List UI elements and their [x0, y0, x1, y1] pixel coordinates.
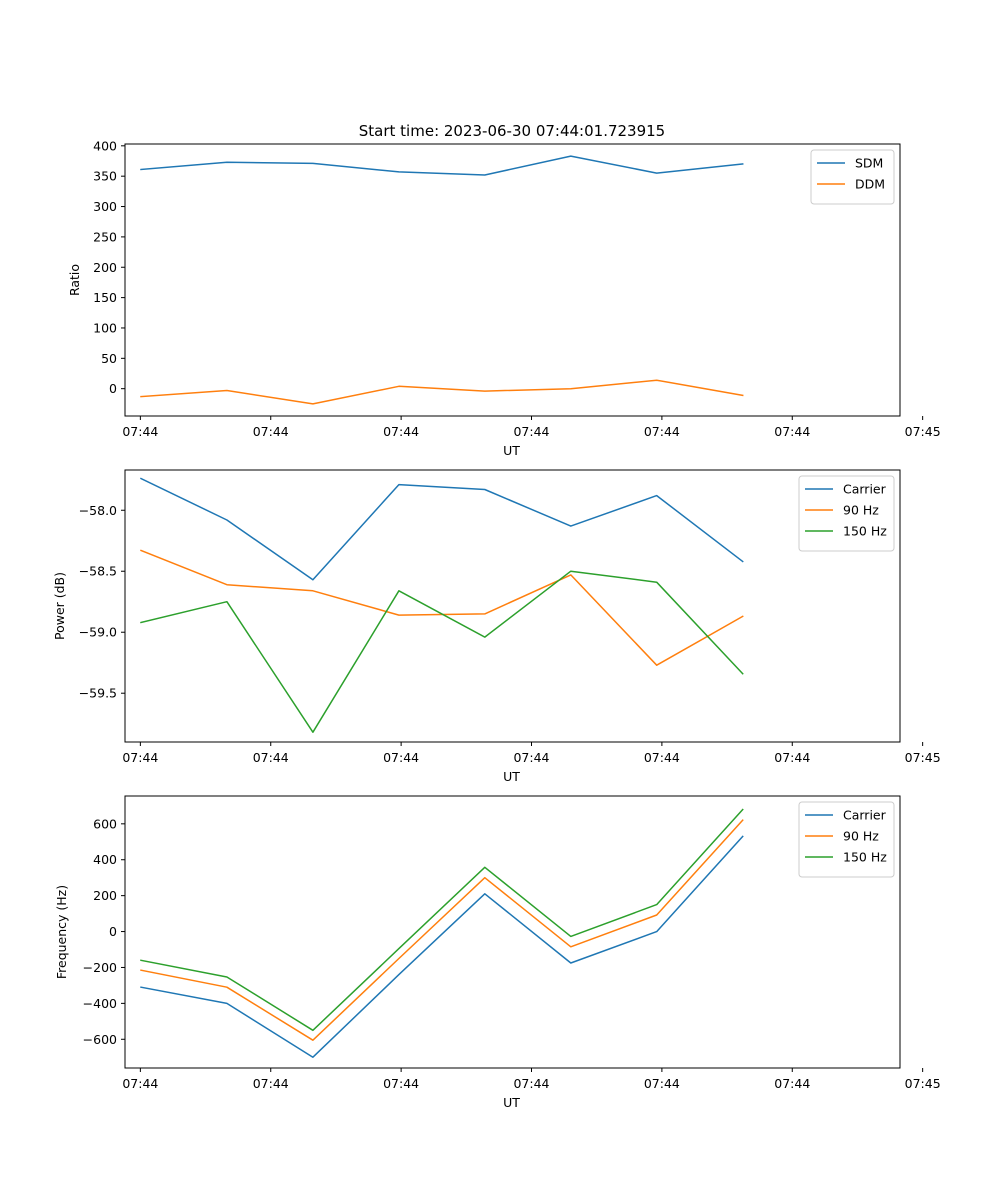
legend-label: 150 Hz	[843, 850, 887, 865]
y-tick-label: 50	[101, 351, 117, 366]
legend-box	[798, 801, 895, 878]
y-tick-label: −400	[83, 996, 117, 1011]
series-line-150-hz	[140, 808, 744, 1032]
legend: Carrier 90 Hz 150 Hz	[798, 801, 895, 878]
legend: SDM DDM	[810, 149, 895, 205]
series-line-90-hz	[140, 819, 744, 1041]
x-tick-label: 07:45	[905, 1076, 941, 1091]
y-tick-label: 300	[93, 199, 117, 214]
x-tick-label: 07:44	[383, 1076, 419, 1091]
x-tick-label: 07:44	[122, 424, 158, 439]
x-tick-label: 07:44	[774, 1076, 810, 1091]
y-tick-label: −59.5	[79, 686, 117, 701]
y-tick-label: 400	[93, 138, 117, 153]
series-line-150-hz	[140, 570, 744, 733]
x-tick-label: 07:44	[774, 750, 810, 765]
legend-label: 150 Hz	[843, 524, 887, 539]
chart-panel-3: 07:44 07:44 07:44 07:44 07:44 07:44 07:45 −600 −…	[54, 795, 941, 1110]
y-tick-label: 250	[93, 229, 117, 244]
legend-label: Carrier	[843, 808, 887, 823]
x-tick-label: 07:44	[122, 1076, 158, 1091]
y-tick-label: −58.5	[79, 564, 117, 579]
y-tick-label: −200	[83, 960, 117, 975]
x-tick-label: 07:44	[513, 1076, 549, 1091]
series-line-carrier	[139, 477, 744, 581]
x-axis-label: UT	[503, 769, 520, 784]
y-tick-label: 0	[109, 924, 117, 939]
x-tick-label: 07:44	[513, 424, 549, 439]
chart-panel-1: 07:44 07:44 07:44 07:44 07:44 07:44 07:45 0 50 10…	[67, 138, 941, 458]
legend-label: Carrier	[843, 482, 887, 497]
y-tick-label: 0	[109, 381, 117, 396]
y-tick-label: 350	[93, 169, 117, 184]
legend-label: 90 Hz	[843, 829, 879, 844]
y-axis-label: Power (dB)	[52, 572, 67, 640]
x-tick-label: 07:44	[383, 424, 419, 439]
legend-box	[798, 475, 895, 552]
x-tick-label: 07:44	[253, 424, 289, 439]
x-tick-label: 07:44	[122, 750, 158, 765]
legend-label: 90 Hz	[843, 503, 879, 518]
y-axis-label: Frequency (Hz)	[54, 885, 69, 979]
x-tick-label: 07:44	[644, 1076, 680, 1091]
x-tick-label: 07:45	[905, 750, 941, 765]
axes-frame	[124, 469, 901, 743]
y-tick-label: 200	[93, 888, 117, 903]
x-tick-label: 07:44	[644, 750, 680, 765]
series-line-sdm	[140, 155, 744, 176]
x-tick-label: 07:44	[513, 750, 549, 765]
legend: Carrier 90 Hz 150 Hz	[798, 475, 895, 552]
y-tick-label: 600	[93, 816, 117, 831]
y-tick-label: 200	[93, 260, 117, 275]
y-tick-label: −59.0	[79, 625, 117, 640]
series-line-carrier	[140, 835, 744, 1058]
x-axis-label: UT	[503, 443, 520, 458]
legend-label: DDM	[855, 177, 885, 192]
x-axis-label: UT	[503, 1095, 520, 1110]
y-tick-label: 100	[93, 320, 117, 335]
x-tick-label: 07:45	[905, 424, 941, 439]
chart-title: Start time: 2023-06-30 07:44:01.723915	[359, 122, 665, 140]
x-tick-label: 07:44	[383, 750, 419, 765]
panels: 07:44 07:44 07:44 07:44 07:44 07:44 07:45 0 50 10…	[52, 138, 941, 1110]
series-line-ddm	[140, 379, 744, 405]
y-tick-label: 400	[93, 852, 117, 867]
y-tick-label: −58.0	[79, 503, 117, 518]
y-tick-label: −600	[83, 1032, 117, 1047]
chart-panel-2: 07:44 07:44 07:44 07:44 07:44 07:44 07:45 −59.5…	[52, 469, 941, 784]
axes-frame	[124, 143, 901, 417]
x-tick-label: 07:44	[253, 1076, 289, 1091]
x-tick-label: 07:44	[253, 750, 289, 765]
legend-label: SDM	[855, 156, 883, 171]
x-tick-label: 07:44	[774, 424, 810, 439]
y-tick-label: 150	[93, 290, 117, 305]
y-axis-label: Ratio	[67, 264, 82, 296]
x-tick-label: 07:44	[644, 424, 680, 439]
